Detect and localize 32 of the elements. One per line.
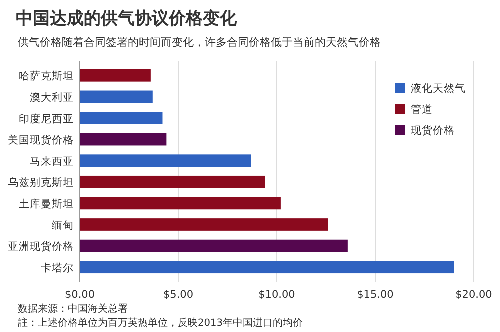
legend-label: 液化天然气 — [411, 82, 466, 95]
x-tick-label: $0.00 — [64, 289, 96, 301]
legend-label: 管道 — [411, 104, 433, 116]
bar — [80, 69, 151, 82]
bar — [80, 90, 153, 104]
legend-label: 现货价格 — [411, 125, 455, 137]
y-tick-label: 卡塔尔 — [41, 261, 74, 274]
y-tick-label: 美国现货价格 — [8, 134, 74, 147]
text: 註：上述价格单位为百万英热单位，反映2013年中国进口的均价 — [18, 317, 303, 329]
bar — [80, 112, 163, 124]
y-tick-label: 马来西亚 — [30, 154, 74, 168]
bar — [80, 133, 167, 146]
x-tick-label: $5.00 — [163, 289, 194, 301]
x-tick-label: $10.00 — [258, 289, 296, 301]
y-tick-label: 印度尼西亚 — [19, 112, 74, 126]
bar — [80, 261, 454, 274]
y-tick-label: 澳大利亚 — [30, 90, 74, 104]
bar — [80, 197, 281, 210]
y-tick-label: 哈萨克斯坦 — [19, 70, 74, 83]
y-tick-label: 缅甸 — [52, 220, 74, 232]
bar — [80, 240, 348, 252]
chart-subtitle: 供气价格随着合同签署的时间而变化，许多合同价格低于当前的天然气价格 — [18, 36, 381, 49]
y-tick-label: 土库曼斯坦 — [19, 197, 74, 210]
source-note: 数据来源：中国海关总署 — [18, 303, 128, 315]
bar — [80, 218, 328, 231]
y-tick-label: 亚洲现货价格 — [8, 240, 74, 254]
bar — [80, 154, 252, 168]
bar — [80, 176, 266, 188]
x-tick-label: $15.00 — [357, 289, 394, 301]
x-tick-label: $20.00 — [456, 289, 492, 301]
chart-title: 中国达成的供气协议价格变化 — [16, 9, 238, 29]
y-tick-label: 乌兹别克斯坦 — [8, 176, 74, 190]
